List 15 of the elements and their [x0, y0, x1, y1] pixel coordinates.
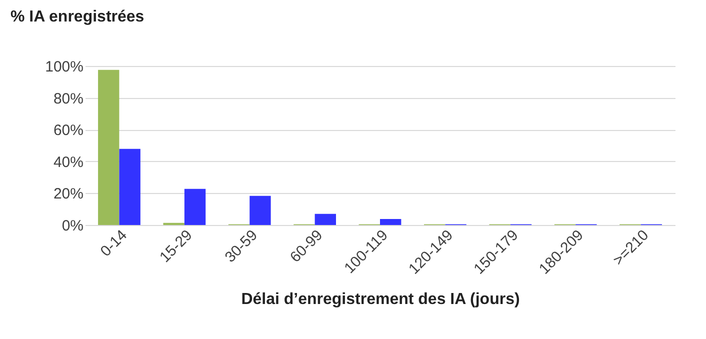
bar — [314, 214, 336, 225]
y-tick-label: 0% — [62, 218, 84, 234]
y-tick-label: 100% — [45, 58, 84, 76]
x-tick-label: 0-14 — [97, 226, 131, 260]
bar — [380, 218, 402, 225]
bar — [184, 188, 206, 225]
y-tick-label: 60% — [53, 122, 84, 140]
y-tick-label: 80% — [53, 90, 84, 108]
bar — [119, 148, 140, 225]
y-tick-label: 40% — [53, 154, 84, 171]
bar — [250, 196, 271, 225]
y-axis-title: % IA enregistrées — [10, 8, 144, 26]
bar — [98, 70, 120, 225]
x-axis-title: Délai d’enregistrement des IA (jours) — [241, 291, 520, 308]
y-tick-label: 20% — [53, 186, 84, 203]
